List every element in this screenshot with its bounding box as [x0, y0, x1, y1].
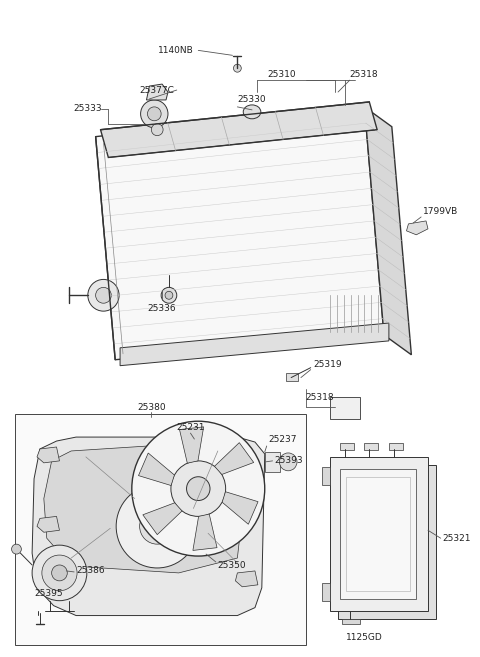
Polygon shape — [180, 427, 204, 463]
Bar — [14, 415, 306, 645]
Bar — [340, 469, 416, 599]
Bar — [364, 443, 378, 450]
Bar — [342, 618, 360, 624]
Text: 25393: 25393 — [275, 457, 303, 465]
Polygon shape — [143, 503, 182, 535]
Text: 1125GD: 1125GD — [346, 633, 383, 642]
Text: 25310: 25310 — [267, 70, 296, 79]
Bar — [330, 457, 428, 610]
Polygon shape — [100, 102, 377, 158]
Circle shape — [42, 555, 77, 591]
Circle shape — [116, 485, 198, 568]
Polygon shape — [323, 467, 330, 485]
Bar — [389, 443, 403, 450]
Bar — [346, 477, 410, 591]
Polygon shape — [44, 444, 245, 573]
Text: 25231: 25231 — [176, 422, 204, 432]
Circle shape — [141, 100, 168, 127]
Bar — [340, 443, 354, 450]
Circle shape — [233, 64, 241, 72]
Polygon shape — [37, 447, 60, 463]
Circle shape — [187, 477, 210, 501]
Circle shape — [12, 544, 21, 554]
Polygon shape — [139, 453, 174, 486]
Bar — [286, 373, 298, 380]
Text: 25319: 25319 — [313, 360, 342, 369]
Text: 25330: 25330 — [238, 95, 266, 104]
Circle shape — [165, 291, 173, 299]
Circle shape — [279, 453, 297, 471]
Polygon shape — [193, 514, 217, 551]
Circle shape — [96, 287, 111, 304]
Text: 25318: 25318 — [306, 393, 335, 402]
Bar — [330, 397, 360, 419]
Text: 25350: 25350 — [218, 562, 246, 570]
Polygon shape — [407, 221, 428, 235]
Circle shape — [32, 545, 87, 600]
Text: 25380: 25380 — [137, 403, 166, 412]
Circle shape — [132, 421, 265, 556]
Text: 25336: 25336 — [148, 304, 177, 313]
Polygon shape — [32, 437, 265, 616]
Polygon shape — [146, 84, 168, 100]
Polygon shape — [235, 571, 258, 587]
Circle shape — [151, 124, 163, 135]
Circle shape — [147, 107, 161, 121]
Text: 25321: 25321 — [443, 533, 471, 543]
Circle shape — [88, 279, 119, 311]
Polygon shape — [120, 323, 389, 366]
Polygon shape — [215, 443, 254, 474]
Polygon shape — [96, 107, 384, 360]
Text: 25318: 25318 — [350, 70, 378, 79]
Text: 25237: 25237 — [269, 434, 297, 443]
Polygon shape — [323, 583, 330, 600]
Ellipse shape — [243, 105, 261, 119]
Text: 25377C: 25377C — [139, 85, 174, 95]
Text: 1799VB: 1799VB — [423, 206, 458, 215]
Bar — [265, 452, 280, 472]
Text: 25333: 25333 — [73, 104, 102, 114]
Circle shape — [171, 461, 226, 516]
Polygon shape — [222, 491, 258, 524]
Circle shape — [140, 509, 175, 544]
Circle shape — [161, 287, 177, 304]
Polygon shape — [37, 516, 60, 532]
Bar — [338, 465, 436, 618]
Text: 25395: 25395 — [34, 589, 63, 599]
Text: 1140NB: 1140NB — [157, 46, 193, 55]
Polygon shape — [364, 107, 411, 355]
Text: 25386: 25386 — [76, 566, 105, 576]
Circle shape — [52, 565, 67, 581]
